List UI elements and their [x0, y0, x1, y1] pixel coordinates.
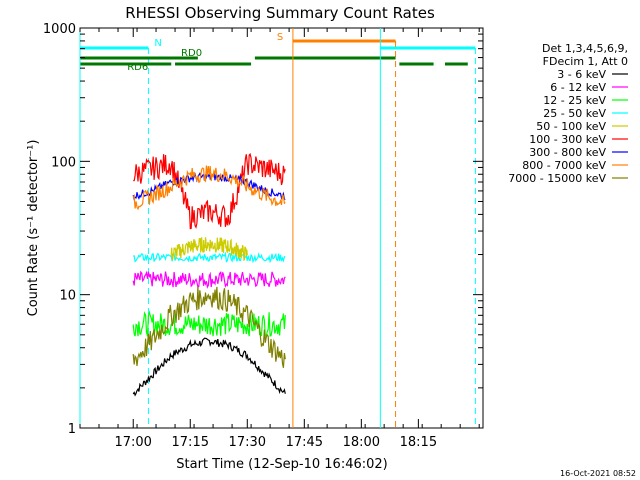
legend: Det 1,3,4,5,6,9,FDecim 1, Att 03 - 6 keV…: [508, 42, 628, 185]
series-line-6: [133, 152, 286, 230]
legend-entry-label: 300 - 800 keV: [529, 146, 606, 159]
x-tick-label: 18:15: [400, 435, 437, 450]
series-line-4: [133, 251, 286, 264]
flag-label-n: N: [154, 38, 161, 49]
flag-label-rd0: RD0: [181, 48, 202, 59]
legend-info-line: FDecim 1, Att 0: [543, 55, 628, 68]
y-tick-label: 100: [51, 155, 76, 170]
x-tick-label: 17:15: [172, 435, 209, 450]
x-tick-label: 17:00: [114, 435, 151, 450]
y-tick-label: 1000: [43, 22, 76, 37]
y-axis-label: Count Rate (s⁻¹ detector⁻¹): [26, 140, 41, 317]
flag-label-rd6: RD6: [127, 62, 148, 73]
legend-entry-label: 3 - 6 keV: [557, 68, 606, 81]
series-line-9: [132, 286, 286, 368]
y-tick-label: 1: [68, 422, 76, 437]
x-tick-label: 18:00: [343, 435, 380, 450]
legend-entry-label: 25 - 50 keV: [543, 107, 606, 120]
y-tick-label: 10: [59, 289, 76, 304]
series-line-5: [170, 237, 248, 262]
flag-label-s: S: [277, 32, 283, 43]
legend-entry-label: 800 - 7000 keV: [522, 159, 606, 172]
legend-entry-label: 100 - 300 keV: [529, 133, 606, 146]
series-line-3: [132, 310, 286, 337]
legend-entry-label: 7000 - 15000 keV: [508, 172, 606, 185]
series-line-1: [132, 337, 286, 397]
x-axis: 17:00 17:15 17:30 17:45 18:00 18:15: [79, 28, 480, 450]
series-line-2: [132, 270, 286, 289]
footer-date: 16-Oct-2021 08:52: [560, 469, 636, 478]
vertical-marker-lines: [79, 28, 381, 428]
y-axis: 1 10 100 1000: [43, 22, 483, 437]
x-axis-label: Start Time (12-Sep-10 16:46:02): [176, 457, 387, 472]
series-line-8: [132, 165, 286, 211]
state-flags: N S RD0 RD6: [80, 32, 476, 428]
data-series: [132, 152, 286, 397]
legend-entry-label: 6 - 12 keV: [550, 81, 606, 94]
x-tick-label: 17:30: [229, 435, 266, 450]
legend-info-line: Det 1,3,4,5,6,9,: [542, 42, 628, 55]
chart-title: RHESSI Observing Summary Count Rates: [125, 4, 435, 22]
plot-area-frame: [79, 27, 484, 429]
legend-entry-label: 50 - 100 keV: [536, 120, 606, 133]
legend-entry-label: 12 - 25 keV: [543, 94, 606, 107]
x-tick-label: 17:45: [286, 435, 323, 450]
